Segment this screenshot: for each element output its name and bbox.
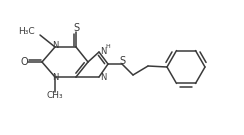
- Text: H: H: [105, 45, 110, 50]
- Text: CH₃: CH₃: [47, 90, 63, 99]
- Text: N: N: [52, 73, 58, 82]
- Text: S: S: [119, 56, 125, 66]
- Text: O: O: [20, 57, 28, 67]
- Text: N: N: [100, 46, 106, 55]
- Text: H₃C: H₃C: [18, 28, 35, 36]
- Text: S: S: [73, 23, 79, 33]
- Text: N: N: [100, 73, 106, 82]
- Text: N: N: [52, 41, 58, 50]
